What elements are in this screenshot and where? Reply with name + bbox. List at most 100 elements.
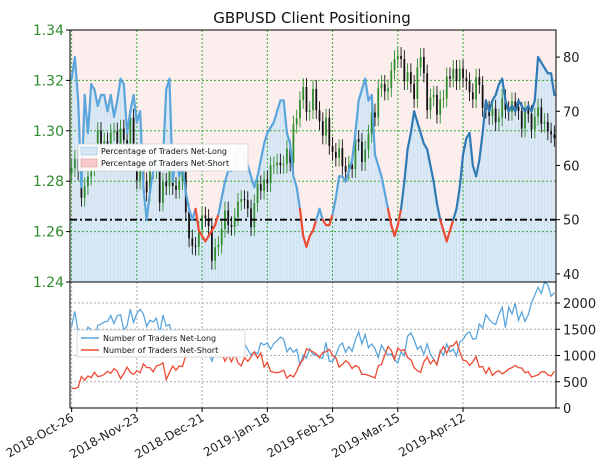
- candle-body: [240, 199, 243, 202]
- candle-body: [432, 94, 435, 98]
- bottom-legend-box: [76, 329, 246, 358]
- pct-long-segment: [370, 93, 377, 156]
- candle-body: [442, 98, 445, 100]
- candle-body: [328, 117, 331, 146]
- pct-long-segment: [331, 196, 337, 216]
- candle-body: [380, 83, 383, 89]
- pct-long-segment: [406, 131, 412, 151]
- pct-long-segment: [416, 121, 422, 135]
- candle-body: [416, 67, 419, 100]
- candle-body: [149, 166, 151, 193]
- candle-body: [524, 110, 526, 129]
- candle-body: [295, 118, 298, 125]
- pct-long-segment: [439, 218, 445, 232]
- pct-long-segment: [214, 213, 220, 227]
- candle-body: [302, 86, 305, 101]
- pct-tick-label: 70: [563, 105, 580, 120]
- pct-long-segment: [80, 93, 86, 189]
- pct-long-segment: [125, 110, 132, 135]
- pct-long-segment: [429, 164, 435, 183]
- pct-long-segment: [194, 207, 200, 232]
- x-axis-labels: 2018-Oct-262018-Nov-232018-Dec-212019-Ja…: [4, 408, 468, 461]
- price-tick-label: 1.24: [33, 275, 64, 291]
- candle-body: [475, 77, 477, 100]
- pct-long-segment: [292, 175, 298, 189]
- candle-body: [537, 107, 539, 117]
- pct-long-segment: [364, 77, 370, 102]
- candle-body: [321, 121, 324, 136]
- pct-long-segment: [132, 93, 138, 124]
- candle-body: [533, 116, 536, 130]
- date-tick-label: 2018-Nov-23: [67, 410, 141, 460]
- candle-body: [383, 83, 386, 92]
- candle-body: [481, 84, 484, 108]
- pct-long-segment: [550, 72, 556, 97]
- candle-body: [308, 110, 311, 112]
- candle-body: [158, 169, 161, 203]
- candle-body: [546, 121, 549, 132]
- candle-body: [217, 244, 220, 248]
- candle-body: [361, 141, 363, 163]
- candle-body: [387, 88, 389, 92]
- candle-body: [514, 101, 517, 108]
- pct-long-segment: [298, 207, 305, 238]
- pct-long-segment: [116, 77, 122, 102]
- pct-long-segment: [458, 153, 465, 189]
- pct-long-segment: [347, 158, 354, 173]
- pct-long-segment: [452, 207, 458, 221]
- candle-body: [315, 88, 318, 111]
- candle-body: [367, 133, 370, 150]
- date-tick-label: 2019-Apr-12: [396, 410, 467, 459]
- bottom-legend: Number of Traders Net-Long Number of Trad…: [76, 329, 246, 358]
- candle-body: [162, 181, 164, 203]
- candle-body: [286, 148, 288, 165]
- candle-body: [445, 76, 448, 99]
- candle-body: [331, 145, 334, 152]
- candle-body: [501, 98, 504, 118]
- candle-body: [543, 121, 546, 124]
- candle-body: [122, 128, 125, 141]
- candle-body: [318, 110, 321, 122]
- pct-long-segment: [217, 196, 223, 216]
- candle-body: [436, 94, 438, 115]
- candle-body: [266, 179, 269, 184]
- pct-long-segment: [488, 99, 494, 113]
- candle-body: [87, 176, 89, 187]
- candle-body: [393, 59, 396, 71]
- legend-label-pct-long: Percentage of Traders Net-Long: [101, 147, 227, 156]
- pct-long-segment: [514, 99, 520, 113]
- pct-long-segment: [295, 186, 302, 210]
- date-tick-label: 2019-Mar-15: [329, 410, 402, 460]
- pct-long-segment: [413, 110, 419, 124]
- candle-body: [354, 139, 357, 170]
- legend-swatch-net-short: [80, 158, 98, 168]
- candle-body: [181, 172, 184, 182]
- pct-long-segment: [383, 191, 390, 210]
- series-net-long-count: [70, 280, 555, 367]
- pct-long-segment: [357, 88, 364, 102]
- pct-long-segment: [272, 110, 279, 124]
- legend-label-count-short: Number of Traders Net-Short: [103, 346, 218, 355]
- pct-long-segment: [112, 99, 119, 118]
- candle-body: [517, 107, 520, 111]
- candle-body: [214, 247, 217, 261]
- pct-long-segment: [461, 137, 468, 156]
- candle-body: [527, 110, 530, 114]
- candle-body: [357, 139, 360, 142]
- candle-body: [243, 199, 246, 201]
- candle-body: [462, 68, 464, 79]
- date-tick-label: 2018-Dec-21: [132, 410, 206, 460]
- candle-body: [279, 162, 282, 166]
- candle-body: [449, 76, 451, 79]
- pct-long-segment: [93, 88, 99, 107]
- pct-long-segment: [501, 77, 507, 102]
- candle-body: [113, 131, 115, 133]
- pct-long-segment: [351, 131, 357, 162]
- candle-body: [178, 181, 181, 190]
- candle-body: [207, 217, 210, 227]
- pct-long-segment: [96, 93, 103, 107]
- pct-long-segment: [530, 99, 536, 113]
- candle-body: [325, 117, 327, 136]
- pct-long-segment: [380, 175, 386, 194]
